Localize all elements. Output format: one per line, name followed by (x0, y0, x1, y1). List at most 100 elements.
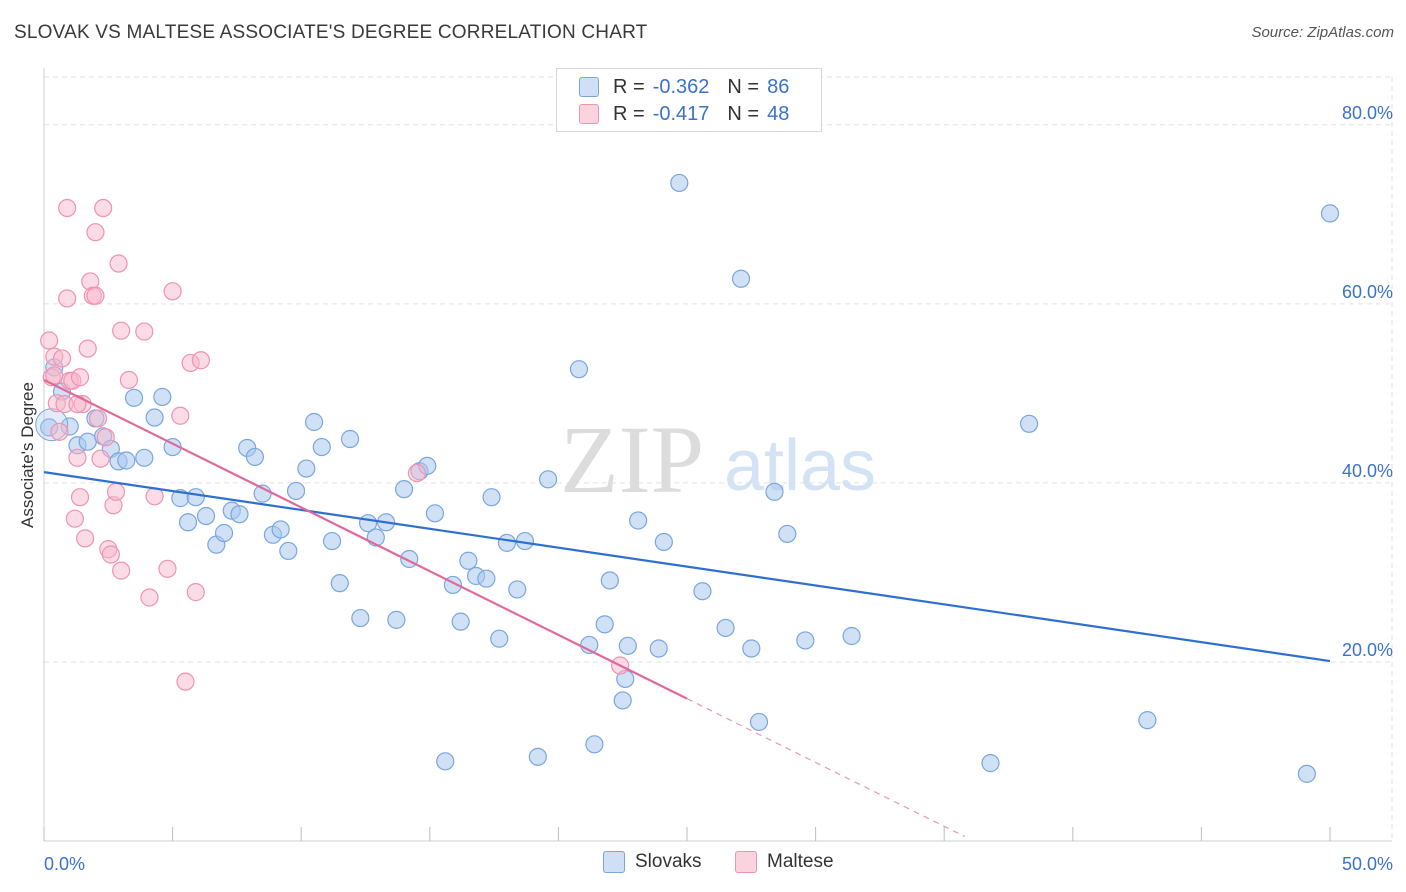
maltese-point (70, 488, 90, 507)
maltese-point (68, 394, 87, 414)
slovaks-point (742, 639, 761, 658)
slovaks-point (351, 608, 370, 628)
series-legend: Slovaks Maltese (0, 851, 1406, 877)
slovaks-point (214, 523, 234, 543)
slovaks-point (286, 481, 306, 501)
slovaks-point (981, 754, 1000, 773)
slovaks-point (145, 408, 164, 427)
slovaks-point (497, 533, 517, 552)
slovaks-point (600, 571, 619, 590)
n-value: 48 (767, 102, 790, 125)
slovaks-point (693, 582, 712, 601)
slovaks-point (778, 524, 797, 544)
slovaks-point (245, 447, 265, 467)
slovaks-point (425, 504, 445, 523)
watermark-atlas: atlas (724, 426, 876, 506)
y-tick-label: 40.0% (1342, 461, 1393, 481)
maltese-point (50, 422, 69, 441)
maltese-point (186, 583, 205, 602)
maltese-point (140, 588, 159, 607)
maltese-point (135, 322, 154, 341)
series-maltese-points (40, 198, 630, 691)
maltese-point (40, 331, 59, 350)
maltese-point (76, 529, 95, 548)
axes (43, 68, 1392, 842)
slovaks-point (508, 580, 527, 599)
legend-swatch-maltese (735, 851, 757, 873)
slovaks-point (124, 388, 144, 407)
slovaks-point (569, 360, 589, 379)
slovaks-point (340, 429, 360, 449)
x-tick-label: 50.0% (1342, 854, 1393, 874)
n-label: N = (727, 102, 760, 125)
maltese-point (78, 339, 97, 358)
gridlines (44, 76, 1393, 841)
slovaks-point (1320, 204, 1340, 223)
legend-label-slovaks: Slovaks (635, 851, 702, 872)
maltese-point (191, 351, 210, 370)
slovaks-point (490, 629, 509, 648)
maltese-point (176, 672, 195, 691)
n-label: N = (727, 75, 760, 98)
slovaks-point (436, 752, 455, 771)
legend-swatch-maltese (579, 104, 599, 124)
slovaks-point (312, 437, 331, 457)
slovaks-point (394, 480, 414, 499)
slovaks-point (618, 636, 637, 655)
legend-label-maltese: Maltese (767, 851, 834, 872)
maltese-point (119, 370, 138, 390)
maltese-point (58, 198, 77, 218)
correlation-legend: R = -0.362 N = 86 R = -0.417 N = 48 (556, 68, 822, 132)
slovaks-point (670, 173, 689, 193)
maltese-point (112, 321, 131, 340)
slovaks-point (230, 505, 249, 524)
slovaks-point (322, 531, 342, 551)
slovaks-point (1019, 414, 1039, 433)
slovaks-point (451, 612, 470, 631)
maltese-point (68, 448, 87, 467)
maltese-point (88, 409, 108, 428)
slovaks-point (477, 569, 496, 588)
watermark: ZIP atlas (560, 406, 876, 513)
legend-item-slovaks[interactable]: Slovaks (603, 851, 702, 873)
slovaks-point (842, 626, 861, 646)
watermark-zip: ZIP (560, 406, 704, 513)
chart-title: SLOVAK VS MALTESE ASSOCIATE'S DEGREE COR… (14, 22, 648, 43)
slovaks-point (613, 691, 632, 710)
slovaks-point (271, 520, 290, 539)
maltese-point (96, 428, 115, 447)
legend-swatch-slovaks (579, 77, 599, 97)
maltese-point (171, 406, 190, 425)
maltese-point (91, 449, 110, 468)
maltese-point (70, 368, 90, 387)
slovaks-point (330, 574, 349, 593)
maltese-trend-line (43, 378, 688, 700)
slovaks-point (178, 513, 198, 532)
slovaks-point (304, 412, 324, 432)
y-tick-label: 60.0% (1342, 282, 1393, 302)
slovaks-point (1138, 711, 1157, 730)
maltese-point (158, 559, 177, 578)
slovaks-point (595, 615, 614, 634)
slovaks-point (585, 735, 604, 754)
trend-lines (43, 378, 1331, 838)
r-value: -0.417 (652, 102, 710, 125)
tick-labels: 20.0% 40.0% 60.0% 80.0% 0.0% 50.0% (44, 103, 1393, 874)
slovaks-point (731, 269, 751, 288)
maltese-point (163, 282, 182, 301)
x-tick-label: 0.0% (44, 854, 85, 874)
slovaks-point (153, 387, 172, 407)
slovaks-point (654, 532, 673, 552)
y-tick-label: 80.0% (1342, 103, 1393, 123)
maltese-point (94, 198, 113, 218)
slovaks-point (78, 432, 97, 451)
slovaks-point (649, 639, 668, 658)
legend-item-maltese[interactable]: Maltese (735, 851, 834, 873)
r-label: R = (613, 102, 645, 125)
y-tick-label: 20.0% (1342, 640, 1393, 660)
maltese-point (86, 286, 105, 305)
slovaks-point (1297, 764, 1316, 783)
maltese-point (65, 509, 84, 528)
maltese-point (86, 223, 105, 242)
slovaks-point (135, 448, 154, 467)
